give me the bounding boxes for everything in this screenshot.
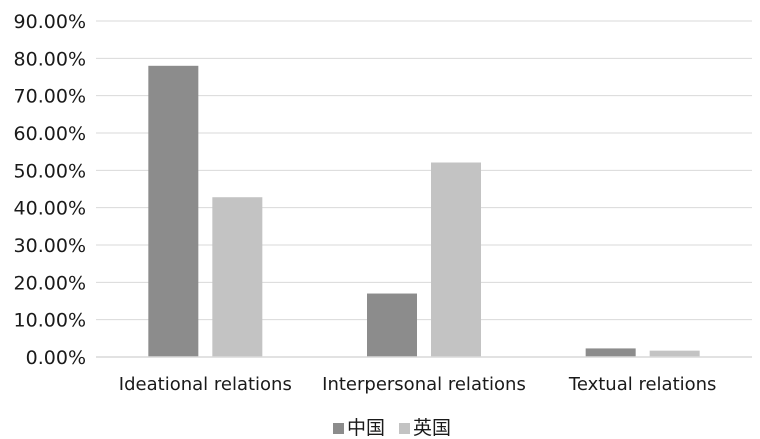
y-tick-label: 90.00% (14, 11, 86, 33)
bar-series2-ideational-relations (212, 197, 263, 357)
y-tick-label: 80.00% (14, 48, 86, 70)
bar-series1-textual-relations (585, 348, 636, 357)
legend: 中国 英国 (333, 417, 451, 439)
y-axis-tick-labels: 0.00% 10.00% 20.00% 30.00% 40.00% 50.00% 60.00… (14, 11, 86, 369)
y-tick-label: 0.00% (26, 347, 86, 369)
bar-series1-interpersonal-relations (367, 293, 417, 357)
y-tick-label: 10.00% (14, 310, 86, 332)
x-axis-category-labels: Ideational relations Interpersonal relati… (119, 374, 717, 395)
x-category-label: Textual relations (568, 374, 717, 395)
y-tick-label: 30.00% (14, 235, 86, 257)
legend-label: 中国 (347, 417, 385, 439)
legend-label: 英国 (413, 417, 451, 439)
y-tick-label: 50.00% (14, 160, 86, 182)
bar-series1-ideational-relations (148, 65, 199, 358)
y-tick-label: 20.00% (14, 272, 86, 294)
y-tick-label: 40.00% (14, 198, 86, 220)
legend-swatch (399, 423, 410, 434)
y-tick-label: 70.00% (14, 86, 86, 108)
bar-series2-textual-relations (649, 350, 700, 357)
x-category-label: Ideational relations (119, 374, 292, 395)
bar-series2-interpersonal-relations (431, 162, 481, 357)
x-category-label: Interpersonal relations (322, 374, 526, 395)
gridlines (96, 20, 752, 321)
legend-swatch (333, 423, 344, 434)
y-tick-label: 60.00% (14, 123, 86, 145)
bars (148, 65, 700, 358)
